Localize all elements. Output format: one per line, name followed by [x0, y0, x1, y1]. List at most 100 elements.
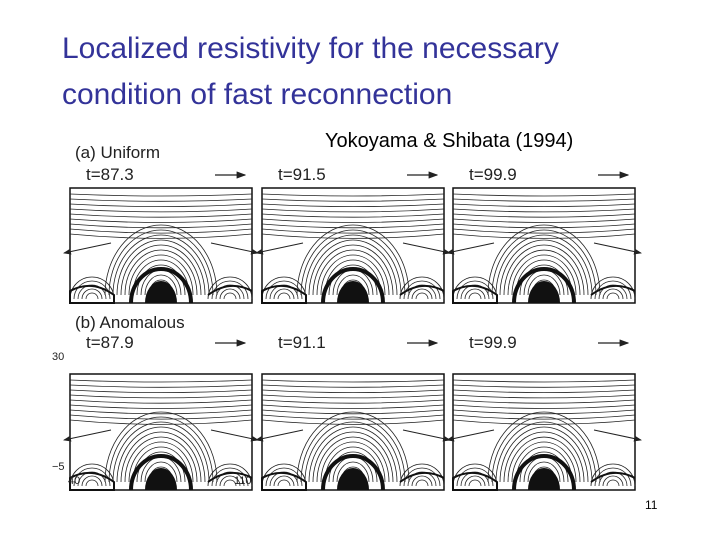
simulation-panel — [446, 187, 642, 304]
footpoint — [452, 284, 498, 304]
panel-row-label: (a) Uniform — [75, 143, 160, 162]
field-line — [261, 203, 445, 207]
field-line — [324, 446, 382, 483]
field-line — [452, 409, 636, 415]
field-line — [452, 213, 636, 218]
field-line — [308, 239, 398, 296]
flow-arrow — [402, 242, 451, 255]
flow-arrow — [446, 429, 495, 442]
field-line — [452, 379, 636, 383]
dense-loop — [337, 281, 369, 303]
field-line — [296, 411, 410, 483]
field-line — [144, 274, 178, 296]
dense-loop — [512, 267, 576, 304]
field-line — [316, 436, 390, 483]
flow-arrow — [255, 429, 304, 442]
footpoint — [69, 471, 115, 491]
title-line: condition of fast reconnection — [62, 78, 452, 111]
footpoint — [399, 284, 445, 296]
flow-arrow — [63, 242, 112, 255]
panel-row-label: (b) Anomalous — [75, 313, 185, 332]
field-line — [452, 389, 636, 393]
field-line — [132, 259, 190, 296]
field-line — [464, 288, 486, 300]
footpoint — [590, 471, 636, 483]
field-line — [606, 479, 620, 487]
flow-arrow — [210, 429, 259, 442]
field-line — [219, 475, 241, 487]
simulation-panel — [255, 373, 451, 491]
field-line — [69, 419, 253, 425]
field-line — [499, 239, 589, 296]
field-line — [296, 224, 410, 296]
field-line — [452, 193, 636, 197]
footpoint — [399, 471, 445, 483]
field-line — [69, 414, 253, 420]
time-label: t=87.9 — [86, 333, 134, 352]
field-line — [515, 259, 573, 296]
field-line — [69, 218, 253, 223]
field-line — [324, 259, 382, 296]
field-line — [606, 292, 620, 300]
field-line — [261, 223, 445, 229]
field-line — [261, 218, 445, 223]
field-line — [308, 426, 398, 483]
field-line — [452, 394, 636, 399]
field-line — [81, 475, 103, 487]
field-line — [495, 234, 593, 296]
field-line — [261, 389, 445, 393]
field-line — [69, 203, 253, 207]
field-line — [452, 203, 636, 207]
field-line — [464, 475, 486, 487]
simulation-panel — [446, 373, 642, 491]
dense-loop — [321, 454, 385, 491]
field-line — [69, 228, 253, 234]
field-line — [128, 254, 194, 296]
field-line — [277, 292, 291, 300]
title-line: Localized resistivity for the necessary — [62, 32, 559, 65]
footpoint — [207, 471, 253, 483]
field-line — [261, 399, 445, 404]
field-line — [69, 404, 253, 409]
field-line — [261, 233, 445, 239]
field-line — [69, 389, 253, 393]
field-line — [273, 475, 295, 487]
field-line — [452, 399, 636, 404]
field-line — [261, 213, 445, 218]
footpoint — [207, 284, 253, 296]
field-line — [312, 431, 394, 483]
field-line — [452, 404, 636, 409]
field-line — [411, 288, 433, 300]
field-line — [261, 198, 445, 202]
field-line — [491, 229, 597, 296]
field-line — [316, 249, 390, 296]
field-line — [261, 419, 445, 425]
field-line — [219, 288, 241, 300]
field-line — [85, 292, 99, 300]
field-line — [452, 419, 636, 425]
field-line — [112, 234, 210, 296]
field-line — [527, 461, 561, 483]
field-line — [515, 446, 573, 483]
field-line — [223, 292, 237, 300]
field-line — [415, 479, 429, 487]
field-line — [261, 414, 445, 420]
field-line — [507, 436, 581, 483]
field-line — [273, 288, 295, 300]
field-line — [120, 431, 202, 483]
field-line — [452, 223, 636, 229]
field-line — [108, 229, 214, 296]
simulation-panel — [63, 187, 259, 304]
field-line — [124, 436, 198, 483]
field-line — [81, 288, 103, 300]
y-axis-label: −5 — [52, 461, 65, 473]
field-line — [491, 416, 597, 483]
field-line — [602, 475, 624, 487]
dense-loop — [337, 468, 369, 490]
field-line — [261, 208, 445, 213]
dense-loop — [528, 468, 560, 490]
flow-arrow — [63, 429, 112, 442]
time-label: t=99.9 — [469, 165, 517, 184]
dense-loop — [145, 468, 177, 490]
y-axis-label: 30 — [52, 351, 64, 363]
